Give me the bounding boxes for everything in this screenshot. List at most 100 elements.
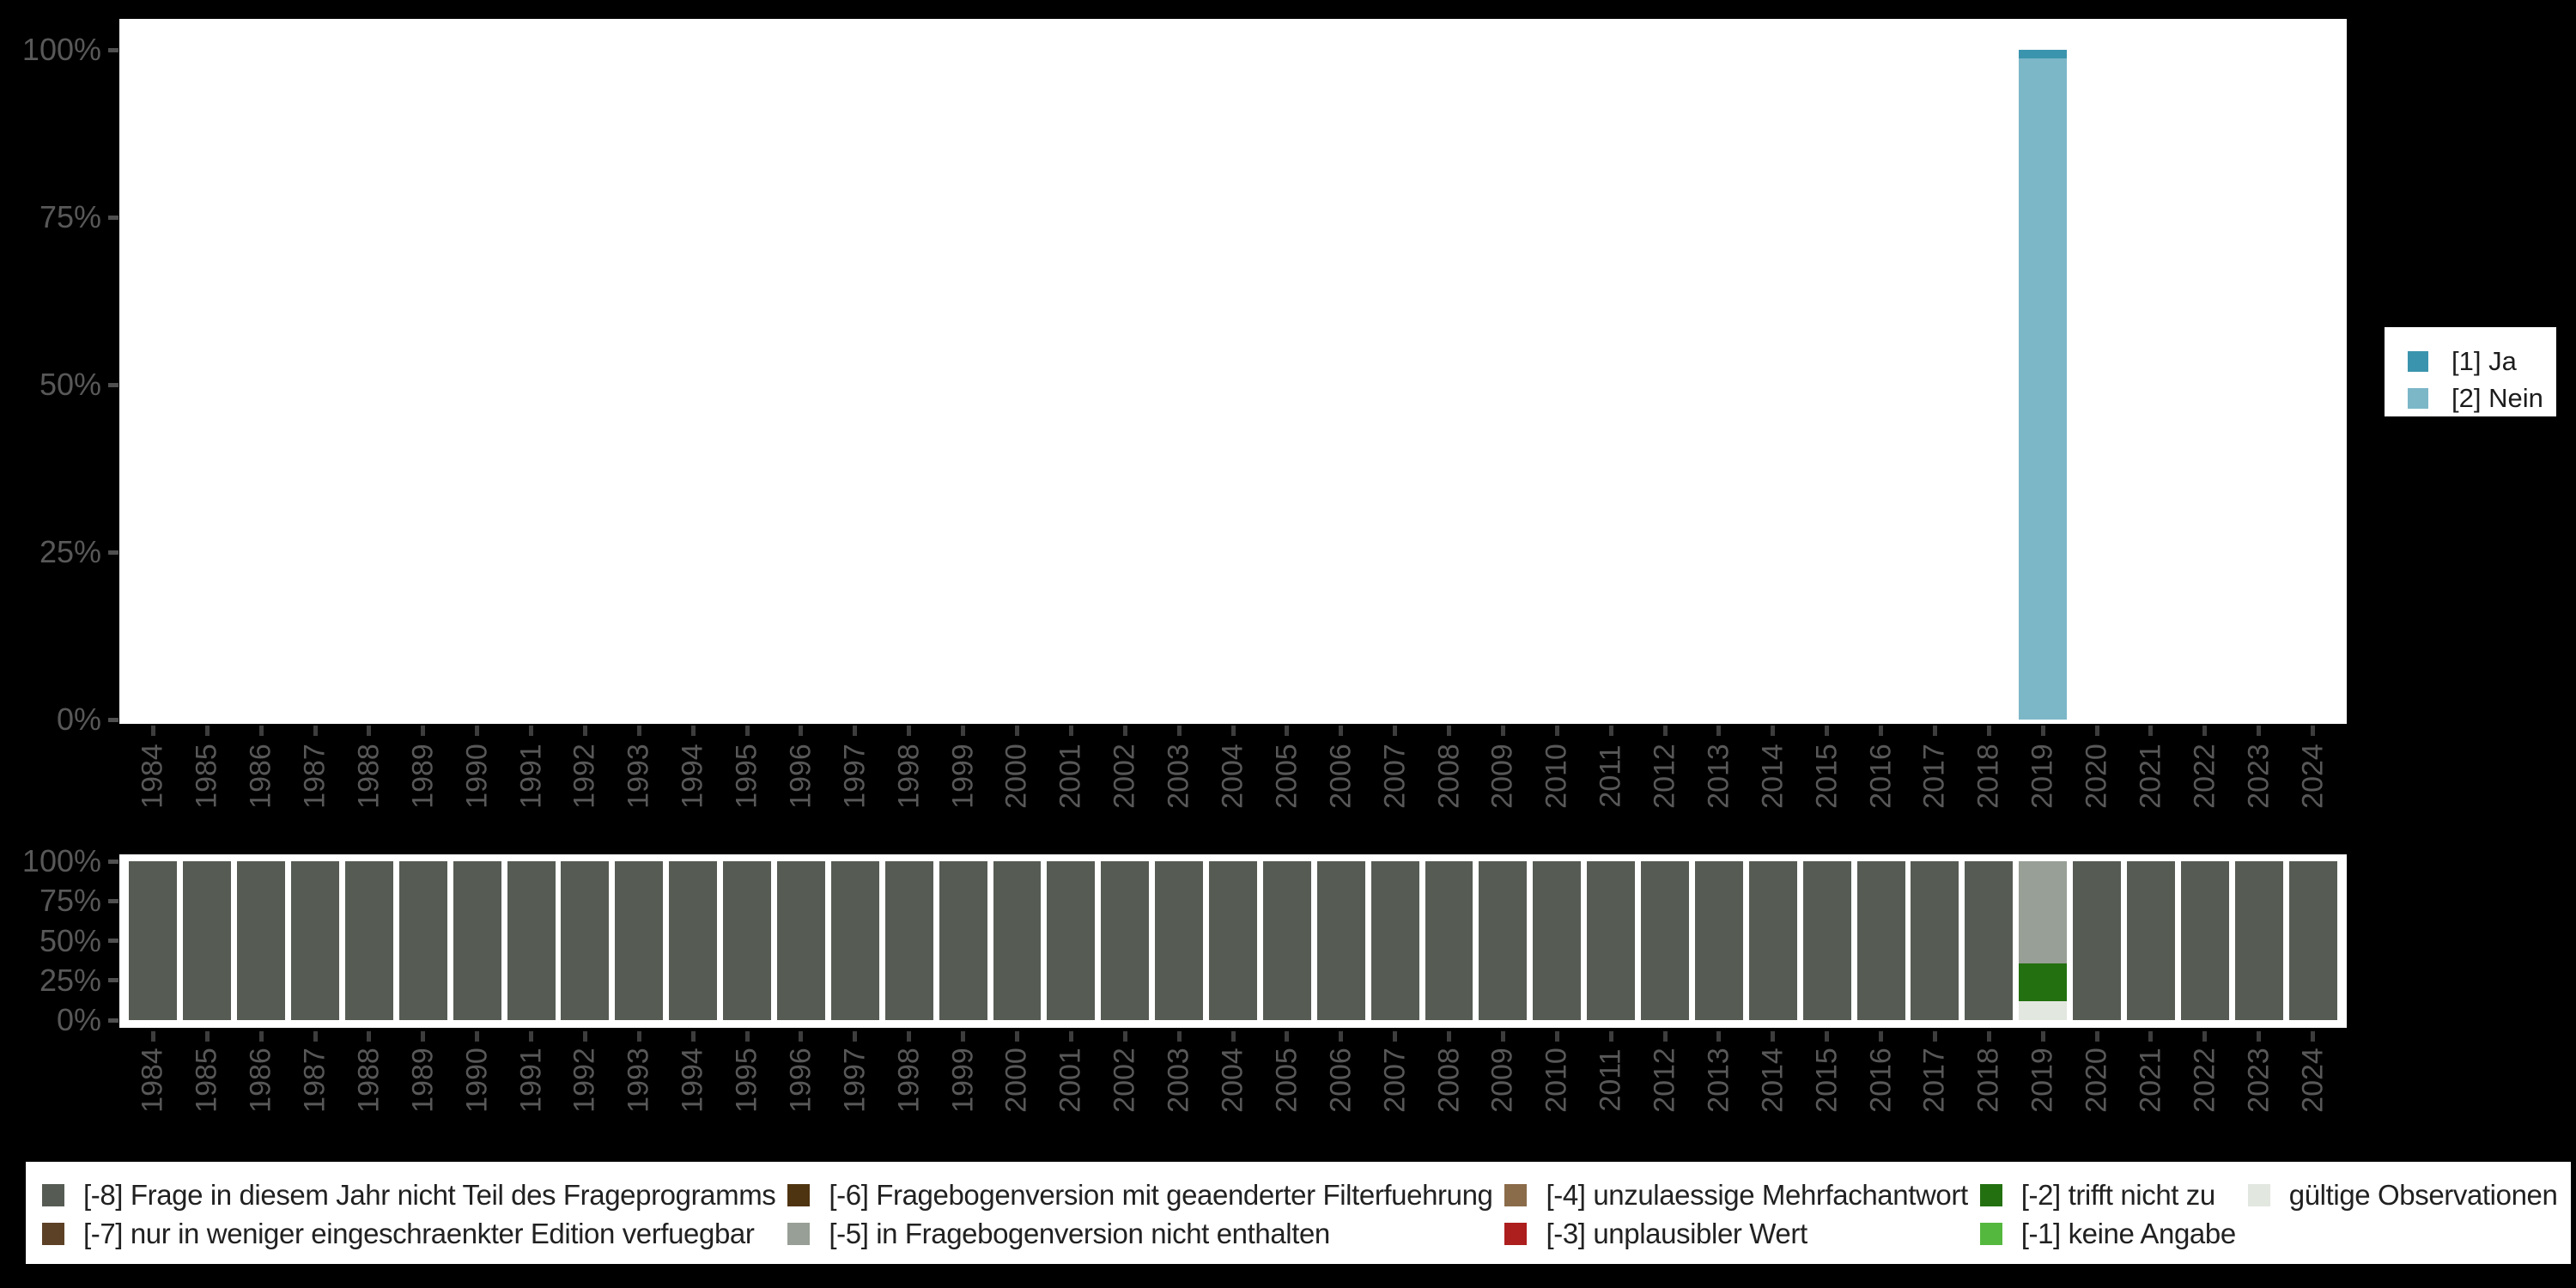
x-axis-year-label: 1987 — [298, 1048, 331, 1113]
bottom-legend: [-8] Frage in diesem Jahr nicht Teil des… — [26, 1162, 2572, 1264]
bar-segment — [993, 861, 1042, 1020]
bar-segment — [1155, 861, 1204, 1020]
x-axis-tick — [2202, 726, 2208, 736]
x-axis-tick — [1986, 1031, 1991, 1042]
x-axis-year-label: 2023 — [2242, 1048, 2275, 1113]
bar-segment — [939, 861, 987, 1020]
legend-item: [-4] unzulaessige Mehrfachantwort — [1504, 1179, 1968, 1212]
x-axis-tick — [2148, 1031, 2154, 1042]
x-axis-year-label: 2013 — [1702, 744, 1735, 809]
bar-segment — [830, 861, 879, 1020]
x-axis-tick — [150, 1031, 155, 1042]
x-axis-year-label: 1994 — [676, 1048, 709, 1113]
x-axis-year-label: 2000 — [999, 744, 1033, 809]
x-axis-year-label: 2014 — [1756, 744, 1789, 809]
x-axis-tick — [258, 726, 264, 736]
legend-label: gültige Observationen — [2288, 1179, 2558, 1212]
bar-segment — [2019, 58, 2068, 720]
x-axis-year-label: 2022 — [2188, 1048, 2221, 1113]
x-axis-tick — [2094, 1031, 2099, 1042]
x-axis-year-label: 2009 — [1485, 744, 1519, 809]
x-axis-tick — [636, 726, 641, 736]
bar-segment — [2180, 861, 2229, 1020]
y-axis-tick-label: 25% — [39, 962, 101, 998]
x-axis-tick — [853, 726, 858, 736]
x-axis-tick — [150, 726, 155, 736]
x-axis-year-label: 2007 — [1378, 744, 1412, 809]
bar-segment — [2073, 861, 2122, 1020]
x-axis-tick — [907, 726, 912, 736]
x-axis-tick — [475, 1031, 480, 1042]
x-axis-tick — [907, 1031, 912, 1042]
x-axis-year-label: 1994 — [676, 744, 709, 809]
x-axis-tick — [2202, 1031, 2208, 1042]
x-axis-tick — [258, 1031, 264, 1042]
x-axis-tick — [1554, 1031, 1559, 1042]
legend-label: [-2] trifft nicht zu — [2020, 1179, 2216, 1212]
x-axis-tick — [1771, 726, 1776, 736]
legend-item: [-5] in Fragebogenversion nicht enthalte… — [787, 1218, 1492, 1250]
y-axis-tick-label: 50% — [39, 367, 101, 402]
x-axis-year-label: 1989 — [406, 1048, 440, 1113]
y-axis-tick — [108, 215, 118, 220]
x-axis-year-label: 1997 — [838, 1048, 872, 1113]
x-axis-tick — [690, 1031, 696, 1042]
legend-item: [-1] keine Angabe — [1979, 1218, 2236, 1250]
x-axis-tick — [2040, 1031, 2045, 1042]
bar-segment — [129, 861, 178, 1020]
x-axis-year-label: 2019 — [2026, 1048, 2059, 1113]
bar-segment — [1533, 861, 1582, 1020]
x-axis-tick — [1771, 1031, 1776, 1042]
x-axis-year-label: 1992 — [568, 744, 601, 809]
x-axis-tick — [1500, 1031, 1505, 1042]
legend-item: gültige Observationen — [2247, 1179, 2558, 1212]
bar-segment — [1802, 861, 1851, 1020]
x-axis-tick — [961, 726, 966, 736]
x-axis-year-label: 1993 — [622, 1048, 655, 1113]
legend-swatch — [1979, 1222, 2002, 1245]
x-axis-year-label: 2024 — [2296, 744, 2330, 809]
x-axis-year-label: 2019 — [2026, 744, 2059, 809]
x-axis-year-label: 1989 — [406, 744, 440, 809]
x-axis-tick — [636, 1031, 641, 1042]
legend-swatch — [787, 1184, 811, 1207]
x-axis-tick — [1879, 726, 1884, 736]
x-axis-year-label: 1990 — [460, 1048, 494, 1113]
x-axis-year-label: 2014 — [1756, 1048, 1789, 1113]
x-axis-tick — [1339, 1031, 1344, 1042]
x-axis-tick — [690, 726, 696, 736]
x-axis-tick — [799, 726, 804, 736]
x-axis-tick — [1716, 1031, 1722, 1042]
x-axis-year-label: 1988 — [352, 744, 386, 809]
x-axis-tick — [961, 1031, 966, 1042]
x-axis-tick — [204, 726, 210, 736]
x-axis-year-label: 2017 — [1917, 1048, 1951, 1113]
bar-segment — [669, 861, 718, 1020]
x-axis-tick — [1176, 1031, 1182, 1042]
x-axis-tick — [1068, 1031, 1073, 1042]
bar-segment — [2019, 50, 2068, 59]
x-axis-tick — [1932, 1031, 1937, 1042]
x-axis-tick — [529, 1031, 534, 1042]
x-axis-year-label: 1998 — [892, 744, 926, 809]
x-axis-tick — [2040, 726, 2045, 736]
x-axis-year-label: 1984 — [136, 744, 169, 809]
x-axis-year-label: 2022 — [2188, 744, 2221, 809]
x-axis-tick — [2257, 726, 2262, 736]
x-axis-year-label: 2020 — [2080, 1048, 2113, 1113]
x-axis-year-label: 2023 — [2242, 744, 2275, 809]
x-axis-year-label: 2001 — [1054, 744, 1087, 809]
x-axis-year-label: 1985 — [190, 1048, 223, 1113]
y-axis-tick — [108, 47, 118, 52]
legend-swatch — [42, 1222, 64, 1245]
x-axis-tick — [313, 726, 318, 736]
legend-label: [-5] in Fragebogenversion nicht enthalte… — [829, 1217, 1330, 1249]
x-axis-tick — [2311, 726, 2316, 736]
x-axis-tick — [421, 1031, 426, 1042]
y-axis-tick — [108, 1018, 118, 1023]
x-axis-tick — [529, 726, 534, 736]
x-axis-year-label: 1986 — [244, 1048, 277, 1113]
x-axis-year-label: 2006 — [1324, 744, 1358, 809]
x-axis-tick — [1608, 1031, 1613, 1042]
x-axis-tick — [1393, 1031, 1398, 1042]
